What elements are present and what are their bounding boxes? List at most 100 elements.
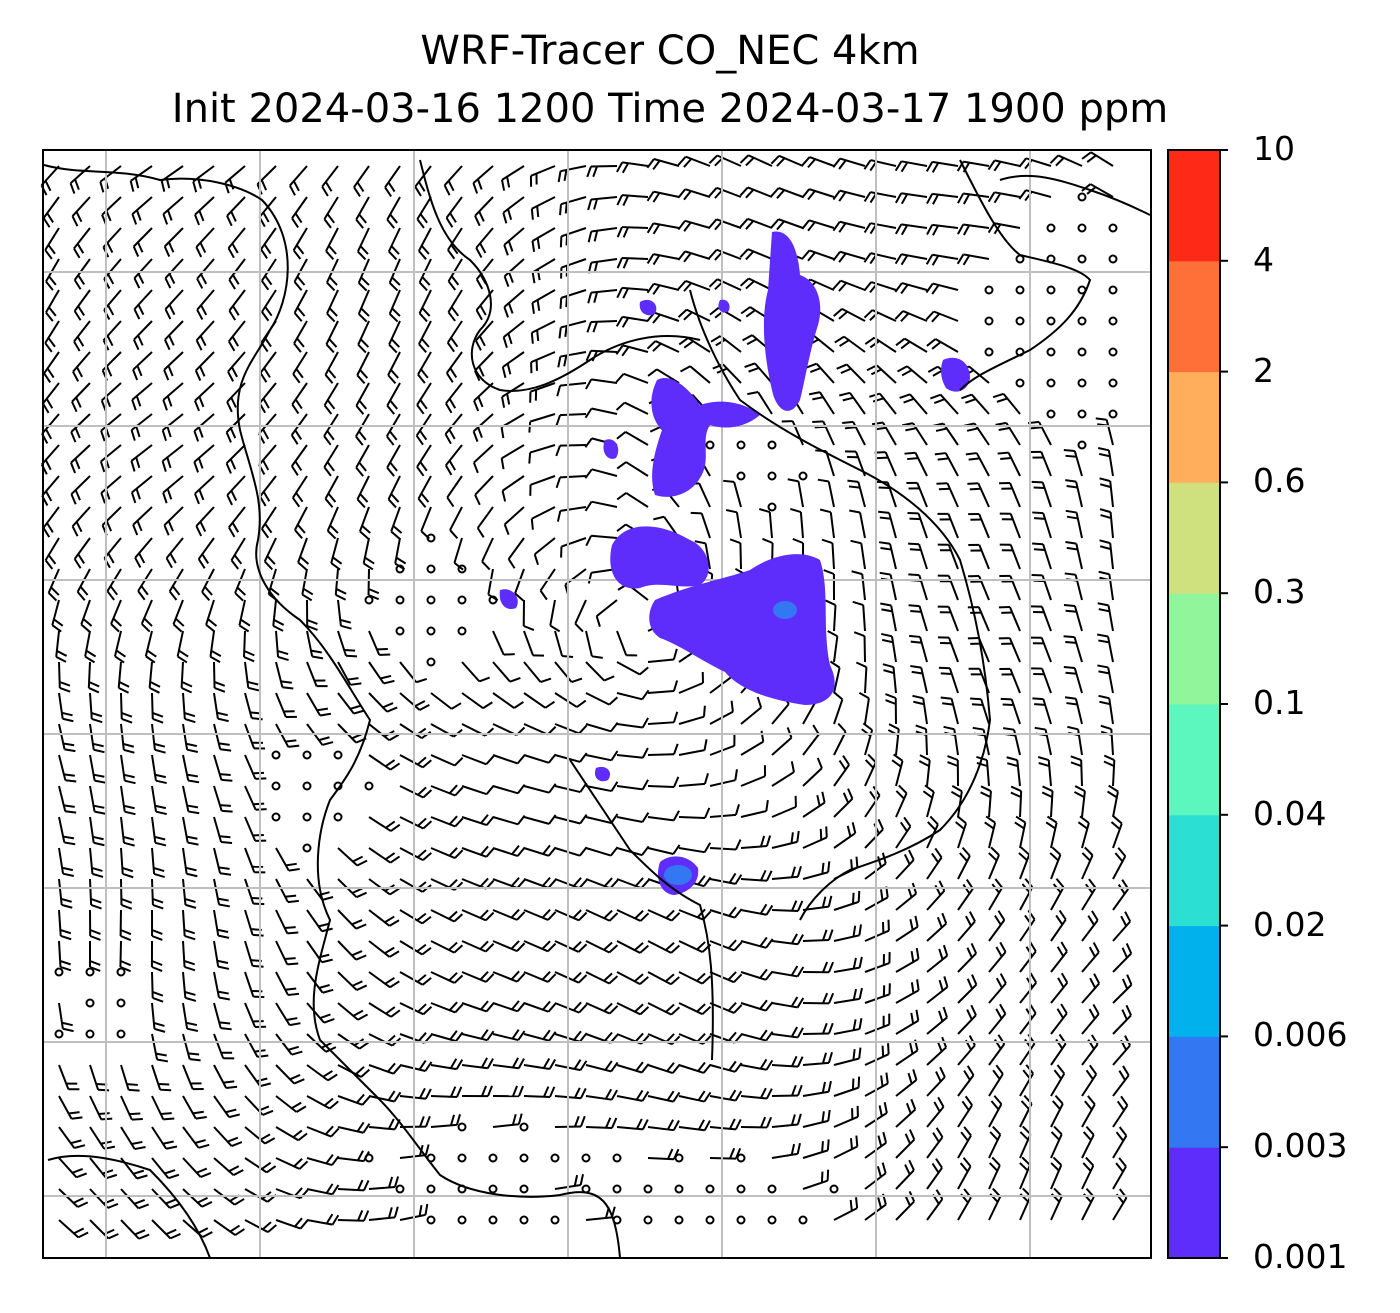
wind-barb bbox=[58, 1095, 83, 1120]
wind-barb bbox=[100, 475, 122, 504]
wind-barb bbox=[999, 512, 1021, 539]
wind-barb bbox=[337, 599, 352, 630]
wind-barb bbox=[73, 227, 91, 259]
wind-barb bbox=[988, 1095, 1003, 1128]
wind-barb bbox=[399, 692, 430, 711]
wind-barb bbox=[1112, 1095, 1129, 1128]
wind-barb bbox=[80, 599, 93, 633]
wind-barb bbox=[130, 444, 153, 472]
wind-barb bbox=[968, 512, 990, 539]
wind-barb bbox=[502, 320, 525, 348]
wind-barb bbox=[955, 815, 968, 849]
wind-barb bbox=[912, 694, 928, 725]
calm-wind-marker bbox=[519, 1122, 529, 1132]
wind-barb bbox=[337, 940, 367, 961]
wind-barb bbox=[864, 952, 891, 973]
wind-barb bbox=[523, 814, 557, 825]
wind-barb bbox=[275, 878, 299, 904]
wind-barb bbox=[445, 196, 463, 228]
wind-barb bbox=[616, 1089, 650, 1102]
wind-barb bbox=[895, 1098, 917, 1128]
calm-wind-marker bbox=[302, 812, 312, 822]
wind-barb bbox=[555, 444, 587, 457]
wind-barb bbox=[263, 537, 277, 571]
wind-barb bbox=[555, 413, 587, 426]
wind-barb bbox=[44, 227, 60, 260]
wind-barb bbox=[530, 506, 556, 530]
wind-barb bbox=[1063, 449, 1083, 477]
wind-barb bbox=[151, 785, 167, 816]
wind-barb bbox=[414, 165, 432, 197]
wind-barb bbox=[739, 217, 773, 230]
wind-barb bbox=[194, 196, 215, 226]
wind-barb bbox=[130, 413, 153, 441]
wind-barb bbox=[829, 660, 841, 694]
wind-barb bbox=[514, 568, 525, 602]
wind-barb bbox=[894, 223, 928, 236]
wind-barb bbox=[225, 413, 246, 443]
wind-barb bbox=[306, 1125, 340, 1138]
wind-barb bbox=[356, 227, 370, 261]
wind-barb bbox=[819, 508, 835, 539]
wind-barb bbox=[337, 1064, 371, 1078]
wind-barb bbox=[359, 506, 371, 540]
wind-barb bbox=[647, 368, 680, 384]
wind-barb bbox=[863, 281, 897, 294]
calm-wind-marker bbox=[302, 843, 312, 853]
wind-barb bbox=[878, 541, 897, 570]
wind-barb bbox=[461, 1085, 493, 1098]
wind-barb bbox=[554, 1030, 588, 1043]
wind-barb bbox=[1050, 1064, 1066, 1097]
wind-barb bbox=[709, 872, 743, 885]
calm-wind-marker bbox=[457, 1122, 467, 1132]
wind-barb bbox=[306, 661, 328, 688]
wind-barb bbox=[472, 413, 494, 442]
calm-wind-marker bbox=[767, 1184, 777, 1194]
wind-barb bbox=[337, 661, 362, 686]
wind-barb bbox=[908, 604, 928, 632]
wind-barb bbox=[213, 816, 233, 845]
wind-barb bbox=[355, 413, 370, 446]
wind-barb bbox=[492, 1029, 526, 1042]
wind-barb bbox=[99, 165, 122, 193]
wind-barb bbox=[258, 382, 277, 414]
wind-barb bbox=[131, 196, 153, 225]
tracer-plume bbox=[763, 231, 821, 411]
wind-barb bbox=[306, 630, 324, 660]
wind-barb bbox=[71, 196, 91, 227]
wind-barb bbox=[100, 382, 122, 412]
wind-barb bbox=[368, 940, 400, 958]
wind-barb bbox=[368, 661, 395, 685]
wind-barb bbox=[151, 816, 167, 847]
colorbar-tick-label: 0.02 bbox=[1253, 904, 1327, 944]
wind-barb bbox=[386, 196, 401, 229]
wind-barb bbox=[430, 754, 464, 767]
wind-barb bbox=[387, 227, 401, 261]
wind-barb bbox=[1050, 1033, 1067, 1066]
wind-barb bbox=[430, 692, 462, 710]
wind-barb bbox=[529, 475, 556, 496]
wind-barb bbox=[119, 909, 132, 942]
wind-barb bbox=[790, 507, 804, 539]
calm-wind-marker bbox=[1046, 316, 1056, 326]
wind-barb bbox=[1049, 154, 1083, 167]
wind-barb bbox=[677, 279, 711, 292]
wind-barb bbox=[182, 754, 200, 784]
wind-barb bbox=[864, 1013, 891, 1035]
calm-wind-marker bbox=[1077, 254, 1087, 264]
wind-barb bbox=[1081, 183, 1114, 198]
wind-barb bbox=[907, 512, 928, 539]
calm-wind-marker bbox=[674, 1184, 684, 1194]
coastline bbox=[959, 159, 1092, 391]
wind-barb bbox=[41, 475, 60, 506]
wind-barb bbox=[739, 277, 773, 291]
calm-wind-marker bbox=[767, 502, 777, 512]
wind-barb bbox=[647, 680, 679, 694]
colorbar-segment bbox=[1168, 814, 1220, 927]
calm-wind-marker bbox=[736, 1153, 746, 1163]
wind-barb bbox=[926, 1096, 945, 1128]
wind-barb bbox=[556, 506, 587, 522]
wind-barb bbox=[1031, 480, 1052, 508]
wind-barb bbox=[647, 844, 681, 855]
wind-barb bbox=[616, 779, 649, 791]
